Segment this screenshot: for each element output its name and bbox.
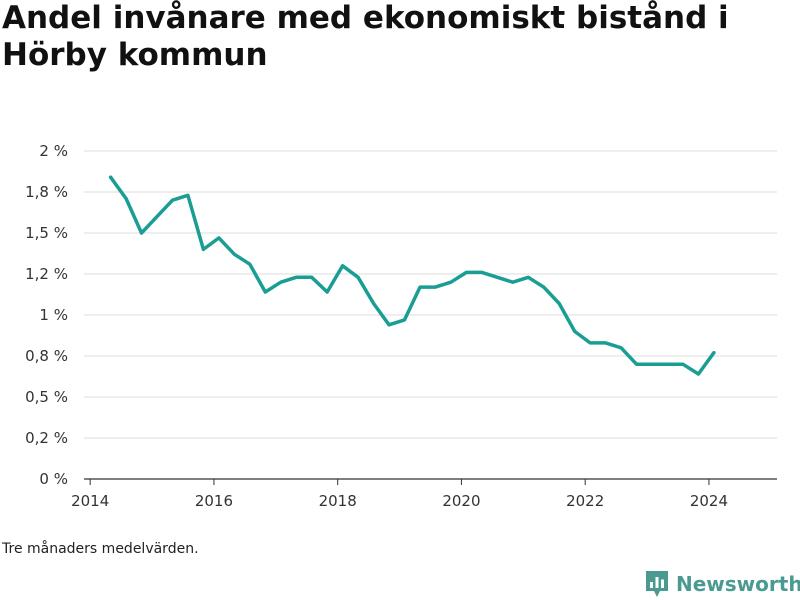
brand-name: Newsworthy [676,572,800,596]
x-tick-label: 2014 [71,492,109,510]
brand-logo: Newsworthy [644,568,800,600]
y-tick-label: 1 % [39,306,68,324]
x-axis: 2014 2016 2018 2020 2022 2024 [71,478,777,510]
y-tick-label: 1,5 % [25,224,68,242]
chart-title: Andel invånare med ekonomiskt bistånd i … [2,0,729,73]
x-tick-label: 2018 [319,492,357,510]
chart-note: Tre månaders medelvärden. [2,541,199,557]
series-group [108,175,716,376]
y-tick-label: 1,2 % [25,265,68,283]
x-tick-label: 2016 [195,492,233,510]
newsworthy-logo-icon [646,571,668,597]
x-tick-label: 2024 [690,492,728,510]
y-axis: 0 % 0,2 % 0,5 % 0,8 % 1 % 1,2 % 1,5 % 1,8 % 2 % [25,142,68,488]
x-tick-label: 2020 [442,492,480,510]
y-tick-label: 1,8 % [25,183,68,201]
y-tick-label: 0,2 % [25,429,68,447]
y-tick-label: 0,5 % [25,388,68,406]
x-tick-label: 2022 [566,492,604,510]
series-line [108,175,716,376]
y-tick-label: 0,8 % [25,347,68,365]
y-tick-label: 0 % [39,470,68,488]
y-tick-label: 2 % [39,142,68,160]
